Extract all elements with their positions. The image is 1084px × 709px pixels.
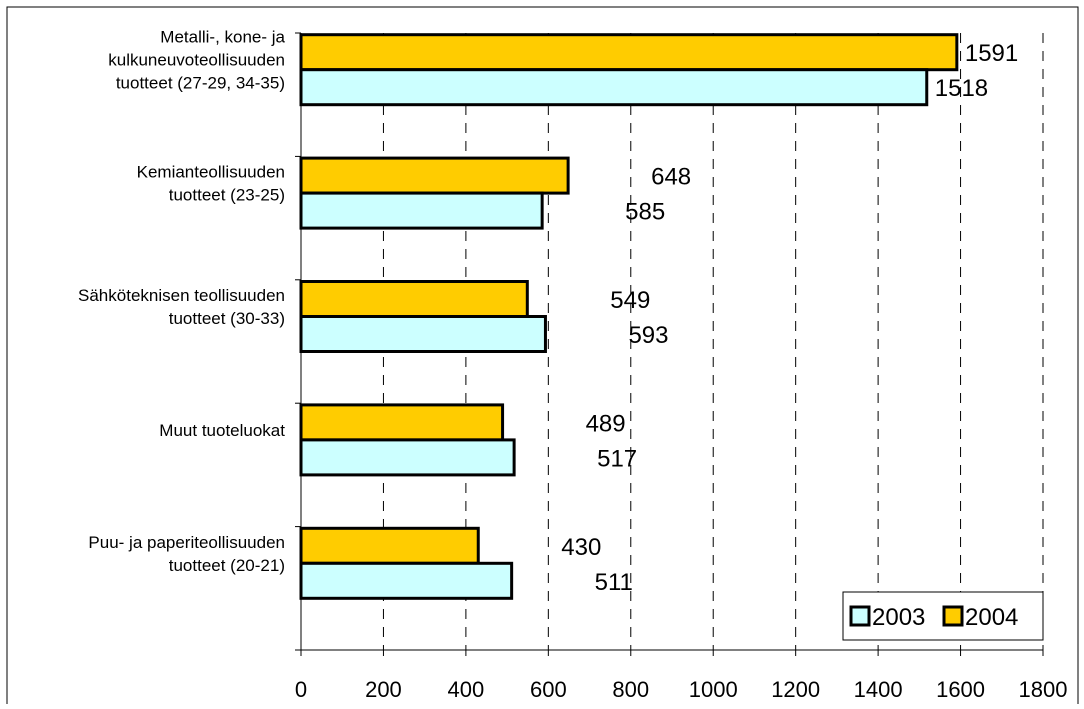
- category-label-2-line-2: tuotteet (23-25): [169, 186, 285, 205]
- category-label-1-line-3: tuotteet (27-29, 34-35): [116, 74, 285, 93]
- x-tick-label-800: 800: [612, 677, 649, 702]
- category-label-2-line-1: Kemianteollisuuden: [137, 163, 285, 182]
- legend-label-2004: 2004: [965, 604, 1018, 631]
- legend-swatch-2004: [942, 605, 964, 627]
- bar-2003-2: [299, 191, 544, 230]
- bar-2003-3: [299, 315, 547, 353]
- x-tick-label-0: 0: [295, 677, 307, 702]
- category-label-1-line-1: Metalli-, kone- ja: [160, 28, 285, 47]
- legend: 2003 2004: [842, 591, 1044, 641]
- bar-2003-4: [299, 438, 516, 477]
- category-label-1-line-2: kulkuneuvoteollisuuden: [108, 51, 285, 70]
- chart-border: [6, 6, 1079, 708]
- x-tick-label-1000: 1000: [689, 677, 738, 702]
- data-label-2004-4: 489: [586, 410, 626, 437]
- data-label-2003-3: 593: [628, 322, 668, 349]
- bar-2003-1: [299, 68, 929, 107]
- category-label-3-line-2: tuotteet (30-33): [169, 309, 285, 328]
- bar-2004-4: [299, 403, 505, 442]
- data-label-2003-1: 1518: [935, 75, 988, 102]
- x-tick-label-1600: 1600: [936, 677, 985, 702]
- x-tick-label-1200: 1200: [771, 677, 820, 702]
- legend-label-2003: 2003: [872, 604, 925, 631]
- category-label-5-line-1: Puu- ja paperiteollisuuden: [88, 533, 285, 552]
- data-label-2003-2: 585: [625, 199, 665, 226]
- legend-box: [842, 591, 1044, 641]
- data-label-2003-4: 517: [597, 445, 637, 472]
- bar-2004-5: [299, 526, 480, 565]
- category-label-3-line-1: Sähköteknisen teollisuuden: [78, 286, 285, 305]
- x-tick-label-400: 400: [448, 677, 485, 702]
- data-label-2004-1: 1591: [965, 40, 1018, 67]
- data-label-2004-3: 549: [610, 287, 650, 314]
- x-axis: 0 200 400 600 800 1000 1200 1400 1600 1800: [295, 650, 1068, 702]
- category-labels: Metalli-, kone- ja kulkuneuvoteollisuuden…: [78, 28, 286, 575]
- bar-2004-3: [299, 280, 529, 318]
- x-tick-label-200: 200: [365, 677, 402, 702]
- bar-2004-1: [299, 33, 959, 72]
- x-tick-label-1800: 1800: [1019, 677, 1068, 702]
- category-label-5-line-2: tuotteet (20-21): [169, 556, 285, 575]
- category-tick-marks: [295, 32, 301, 651]
- data-label-2004-2: 648: [651, 164, 691, 191]
- data-labels: 1591 1518 648 585 549 593 489 517 430 511: [561, 40, 1018, 596]
- bar-2004-2: [299, 156, 570, 195]
- legend-swatch-2003: [849, 605, 871, 627]
- data-label-2004-5: 430: [561, 534, 601, 561]
- data-label-2003-5: 511: [595, 569, 633, 596]
- category-label-4-line-1: Muut tuoteluokat: [159, 421, 285, 440]
- x-tick-label-600: 600: [530, 677, 567, 702]
- x-tick-label-1400: 1400: [854, 677, 903, 702]
- bar-2003-5: [299, 561, 514, 600]
- bars: [299, 33, 959, 600]
